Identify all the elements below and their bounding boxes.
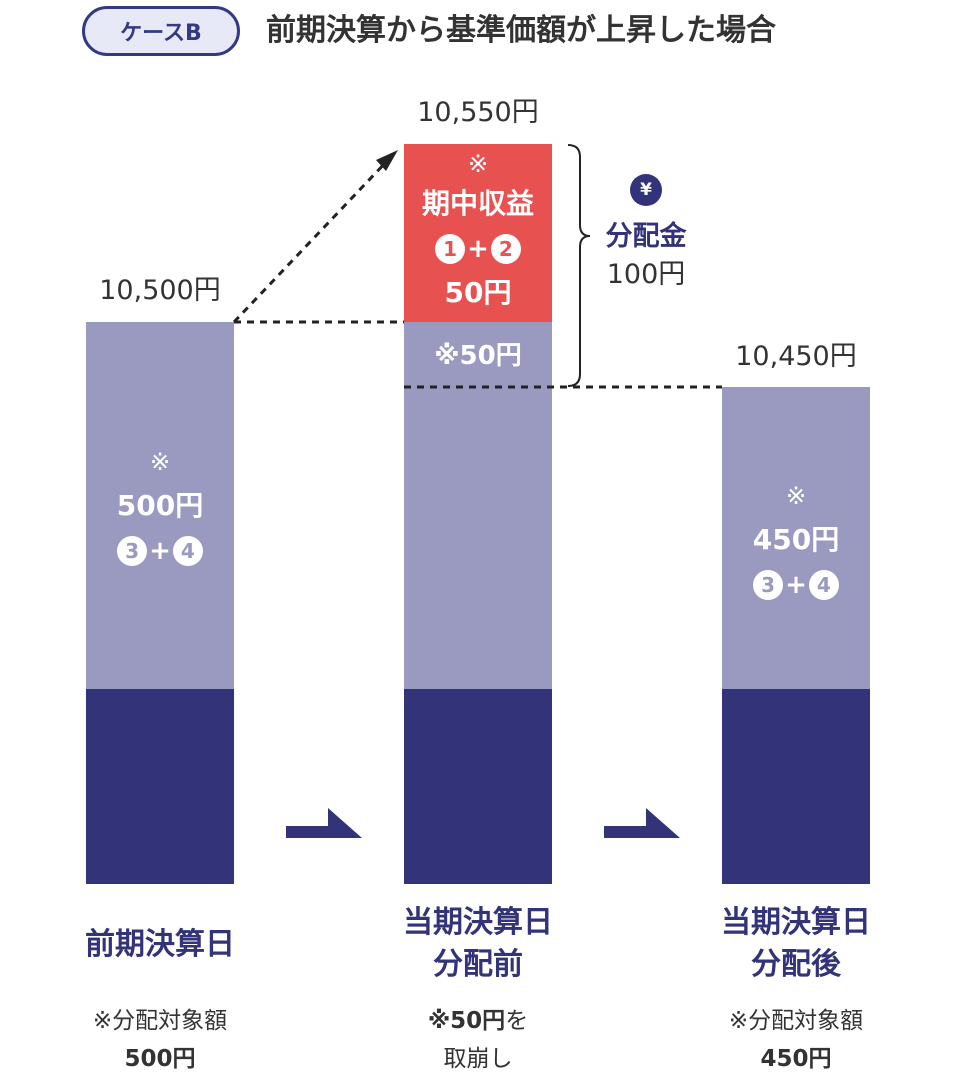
col1-light-bar: [86, 322, 234, 689]
circled-4-badge: 4: [808, 570, 839, 600]
income-amount: 50円: [444, 276, 512, 309]
col1-dark-bar: [86, 689, 234, 884]
plus-sign: +: [785, 570, 807, 600]
col2-light-text: ※50円: [434, 341, 522, 371]
rise-arrow: [232, 158, 390, 324]
col3-amount: 450円: [752, 523, 840, 556]
col2-red-mark: ※: [467, 150, 489, 178]
col2-note-line1: ※50円を: [378, 1002, 578, 1040]
col3-dark-bar: [722, 689, 870, 884]
plus-sign: +: [149, 536, 171, 566]
distribution-label: 分配金: [605, 221, 687, 252]
col3-formula: 3 +4: [722, 562, 870, 607]
circled-3-badge: 3: [753, 570, 784, 600]
col2-formula: 1 +2: [404, 226, 552, 271]
col1-label: 前期決算日: [85, 927, 235, 962]
col1-light-content: ※ 500円 3 +4: [86, 440, 234, 573]
col1-top-value: 10,500円: [99, 275, 221, 306]
col3-light-content: ※ 450円 3 +4: [722, 474, 870, 607]
col3-note-line1: ※分配対象額: [728, 1008, 864, 1034]
circled-3-badge: 3: [117, 536, 148, 566]
col1-note-line2: 500円: [124, 1046, 196, 1072]
distribution-amount: 100円: [606, 259, 686, 290]
col3-note-line2: 450円: [760, 1046, 832, 1072]
col3-label-line2: 分配後: [751, 947, 841, 982]
col1-mark: ※: [149, 448, 171, 476]
yen-icon: ¥: [630, 174, 662, 206]
circled-1-badge: 1: [435, 234, 466, 264]
col3-mark: ※: [785, 482, 807, 510]
col1-formula: 3 +4: [86, 528, 234, 573]
col2-label-line1: 当期決算日: [403, 905, 553, 940]
col2-light-bar: [404, 322, 552, 689]
col2-red-content: ※ 期中収益 1 +2 50円: [404, 146, 552, 315]
col2-label-line2: 分配前: [433, 947, 523, 982]
col2-note-line2: 取崩し: [443, 1046, 513, 1072]
distribution-brace: [567, 144, 591, 387]
case-badge: ケースB: [82, 6, 240, 56]
col3-top-value: 10,450円: [735, 341, 857, 372]
circled-2-badge: 2: [490, 234, 521, 264]
plus-sign: +: [467, 234, 489, 264]
rise-arrowhead: [376, 150, 398, 171]
col3-label-line1: 当期決算日: [721, 905, 871, 940]
col2-note-rest: を: [505, 1008, 529, 1034]
col1-note-line1: ※分配対象額: [92, 1008, 228, 1034]
page-title: 前期決算から基準価額が上昇した場合: [266, 13, 776, 48]
col2-dark-bar: [404, 689, 552, 884]
circled-4-badge: 4: [172, 536, 203, 566]
step-arrow-1: [286, 808, 362, 838]
col2-note-bold: ※50円: [427, 1008, 506, 1034]
col2-top-value: 10,550円: [417, 97, 539, 128]
income-label: 期中収益: [421, 187, 534, 220]
case-label: ケースB: [120, 21, 202, 46]
col1-amount: 500円: [116, 489, 204, 522]
col2-red-bar: [404, 144, 552, 322]
step-arrow-2: [604, 808, 680, 838]
col3-light-bar: [722, 387, 870, 689]
